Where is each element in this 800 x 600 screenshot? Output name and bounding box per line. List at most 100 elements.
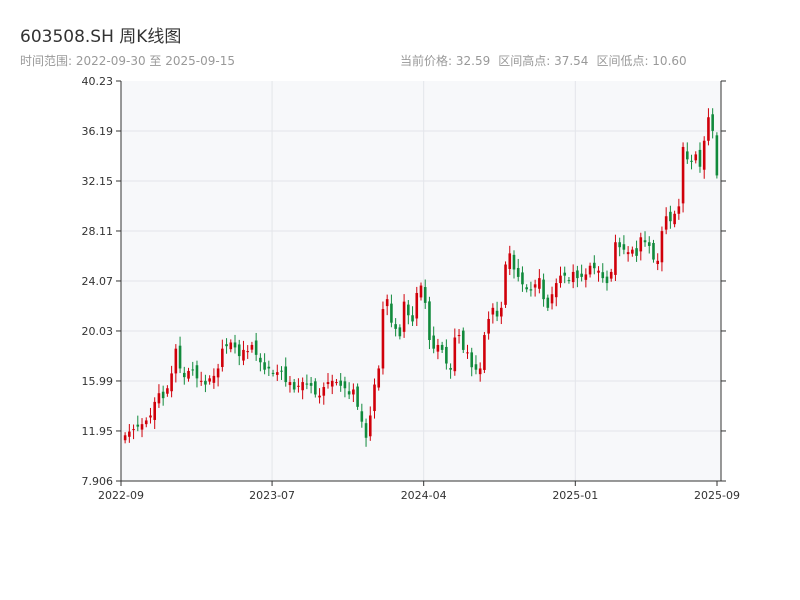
- x-tick-label: 2024-04: [401, 489, 447, 502]
- candle-body: [191, 369, 195, 371]
- candle-body: [643, 240, 647, 243]
- candle-body: [411, 315, 414, 322]
- candle-body: [407, 304, 410, 316]
- candle-body: [385, 299, 389, 307]
- candle-body: [288, 382, 292, 386]
- candle-body: [280, 370, 283, 372]
- candle-body: [626, 252, 630, 255]
- candle-body: [631, 249, 634, 254]
- candle-body: [681, 146, 685, 204]
- y-tick-label: 20.03: [82, 325, 114, 338]
- candle-body: [195, 365, 199, 379]
- candle-body: [466, 352, 469, 354]
- candle-body: [470, 352, 474, 368]
- candle-body: [352, 389, 355, 395]
- candle-body: [322, 387, 326, 396]
- candle-body: [136, 424, 140, 427]
- candle-body: [216, 368, 220, 378]
- candle-body: [250, 344, 254, 350]
- candle-body: [182, 372, 186, 378]
- candle-body: [132, 429, 135, 431]
- candle-body: [149, 415, 152, 418]
- candle-body: [377, 368, 381, 388]
- candle-body: [423, 287, 427, 303]
- candle-body: [373, 384, 376, 412]
- candle-body: [225, 344, 228, 347]
- candle-body: [533, 284, 537, 288]
- candle-body: [305, 383, 309, 385]
- candle-body: [381, 309, 385, 369]
- candle-body: [677, 206, 681, 214]
- candle-body: [593, 262, 596, 269]
- x-tick-label: 2023-07: [249, 489, 295, 502]
- candle-body: [457, 335, 461, 337]
- candle-body: [673, 213, 676, 225]
- candle-body: [660, 231, 664, 263]
- candle-body: [707, 117, 710, 141]
- candle-body: [174, 348, 178, 374]
- candle-body: [140, 424, 144, 430]
- candle-body: [157, 393, 161, 404]
- candle-body: [428, 301, 431, 341]
- candle-body: [605, 276, 609, 284]
- candle-body: [635, 248, 638, 256]
- candle-body: [326, 382, 330, 385]
- candle-body: [694, 154, 698, 161]
- candle-body: [584, 274, 588, 280]
- candle-body: [478, 368, 482, 375]
- candle-body: [652, 242, 655, 260]
- candle-body: [504, 264, 507, 305]
- candle-body: [618, 242, 621, 248]
- candle-body: [356, 386, 359, 407]
- chart-title: 603508.SH 周K线图: [20, 27, 182, 47]
- candle-body: [128, 431, 131, 437]
- candle-body: [394, 324, 397, 329]
- candle-body: [567, 280, 571, 282]
- candle-body: [343, 381, 347, 389]
- candle-body: [153, 401, 157, 420]
- candle-body: [474, 364, 478, 370]
- y-tick-label: 15.99: [82, 375, 114, 388]
- date-range-text: 时间范围: 2022-09-30 至 2025-09-15: [20, 54, 235, 68]
- candle-body: [166, 388, 169, 394]
- x-tick-label: 2025-01: [552, 489, 598, 502]
- candle-body: [614, 242, 617, 275]
- candle-body: [347, 391, 351, 395]
- candle-body: [330, 380, 334, 387]
- candle-body: [597, 270, 600, 273]
- candle-body: [702, 140, 706, 170]
- candle-body: [601, 272, 605, 279]
- candle-body: [461, 330, 465, 350]
- candle-body: [144, 420, 148, 425]
- candle-body: [415, 292, 419, 319]
- candle-body: [398, 327, 402, 337]
- candle-body: [242, 349, 245, 361]
- candle-body: [512, 254, 516, 270]
- candle-body: [178, 345, 182, 369]
- candle-body: [563, 272, 567, 276]
- candle-body: [580, 273, 583, 277]
- candle-body: [221, 348, 224, 367]
- candle-body: [500, 307, 503, 317]
- candle-body: [301, 382, 304, 391]
- candle-body: [237, 344, 241, 357]
- current-price-text: 当前价格: 32.59: [400, 54, 491, 68]
- candle-body: [199, 380, 203, 382]
- candle-body: [314, 381, 317, 395]
- candle-body: [212, 375, 216, 383]
- candle-body: [516, 267, 520, 277]
- candle-body: [271, 372, 275, 374]
- range-high-text: 区间高点: 37.54: [498, 54, 589, 68]
- candle-body: [639, 237, 643, 252]
- candle-body: [550, 294, 554, 304]
- candle-body: [711, 114, 714, 131]
- candle-body: [449, 367, 452, 370]
- candle-body: [491, 307, 495, 315]
- candle-body: [529, 289, 533, 291]
- y-tick-label: 11.95: [82, 425, 114, 438]
- x-tick-label: 2022-09: [98, 489, 144, 502]
- candle-body: [647, 242, 651, 246]
- candle-body: [588, 265, 592, 275]
- y-tick-label: 28.11: [82, 225, 114, 238]
